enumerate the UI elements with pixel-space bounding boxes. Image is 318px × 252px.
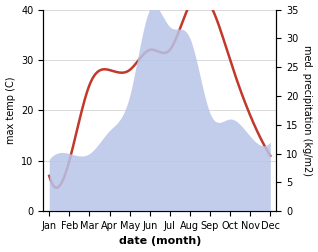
X-axis label: date (month): date (month) [119,236,201,246]
Y-axis label: max temp (C): max temp (C) [5,77,16,144]
Y-axis label: med. precipitation (kg/m2): med. precipitation (kg/m2) [302,45,313,176]
